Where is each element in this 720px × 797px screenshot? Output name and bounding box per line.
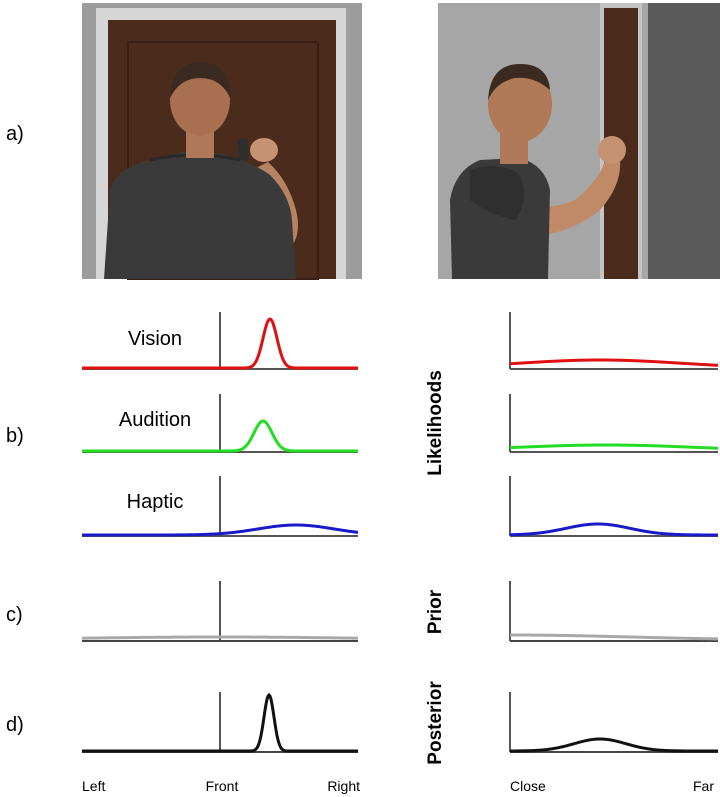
vision-label: Vision xyxy=(128,328,182,350)
likelihoods-label: Likelihoods xyxy=(425,370,446,476)
person-knocking-back-view-icon xyxy=(82,3,362,280)
row-label-a: a) xyxy=(6,123,24,145)
tick-label-left: Left xyxy=(82,778,105,794)
audition-label: Audition xyxy=(119,409,191,431)
tick-label-far: Far xyxy=(693,778,714,794)
row-label-d: d) xyxy=(6,714,24,736)
posterior-right-curve xyxy=(510,737,718,753)
tick-label-close: Close xyxy=(510,778,546,794)
posterior-label: Posterior xyxy=(425,681,446,765)
posterior-left-curve xyxy=(82,692,358,753)
prior-left-curve xyxy=(81,635,359,640)
vision-right-curve xyxy=(509,358,719,367)
person-knocking-side-view-icon xyxy=(438,3,720,279)
tick-label-front: Front xyxy=(206,778,239,794)
tick-label-right: Right xyxy=(327,778,360,794)
row-label-b: b) xyxy=(6,425,24,447)
haptic-left-curve xyxy=(82,523,359,537)
prior-label: Prior xyxy=(425,589,446,634)
audition-right-curve xyxy=(509,443,719,450)
row-label-c: c) xyxy=(6,604,23,626)
audition-left-curve xyxy=(82,419,358,453)
prior-right-curve xyxy=(510,633,719,641)
vision-left-curve xyxy=(82,317,358,370)
haptic-label: Haptic xyxy=(127,491,184,513)
haptic-right-curve xyxy=(509,522,718,537)
